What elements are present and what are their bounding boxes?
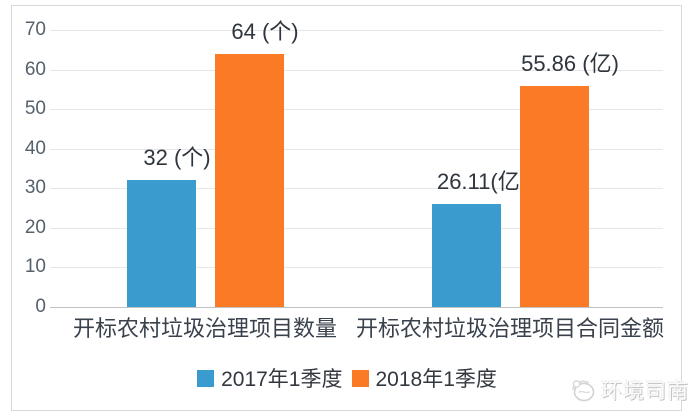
bar-series2-group2 — [519, 86, 589, 307]
gridline-10 — [50, 267, 663, 269]
gridline-60 — [50, 69, 663, 71]
watermark-text: 环境司南 — [601, 380, 689, 403]
y-tick-30: 30 — [24, 177, 46, 199]
y-tick-40: 40 — [24, 137, 46, 159]
y-tick-70: 70 — [24, 19, 46, 40]
bar-value-label: 32 (个) — [143, 145, 211, 171]
bar-series2-group1 — [214, 53, 284, 307]
legend-swatch — [351, 369, 369, 387]
y-tick-50: 50 — [24, 98, 46, 120]
x-axis-line — [50, 307, 663, 308]
watermark: 环境司南 — [569, 377, 689, 403]
bar-series1-group1 — [126, 180, 196, 307]
y-tick-60: 60 — [24, 58, 46, 80]
gridline-70 — [50, 30, 663, 31]
gridline-30 — [50, 188, 663, 190]
bar-value-label: 26.11(亿) — [436, 168, 528, 194]
y-tick-20: 20 — [24, 216, 46, 238]
compass-globe-icon — [569, 378, 596, 403]
bar-value-label: 64 (个) — [231, 18, 299, 44]
bar-series1-group2 — [431, 203, 501, 307]
legend-label: 2018年1季度 — [375, 368, 497, 391]
y-tick-0: 0 — [35, 296, 46, 317]
gridline-40 — [50, 148, 663, 150]
legend-item-2: 2018年1季度 — [351, 363, 497, 393]
gridline-50 — [50, 109, 663, 111]
y-tick-10: 10 — [24, 256, 46, 278]
legend-item-1: 2017年1季度 — [197, 363, 343, 393]
category-label-2: 开标农村垃圾治理项目合同金额 — [355, 316, 664, 341]
legend-label: 2017年1季度 — [221, 368, 343, 391]
legend: 2017年1季度 2018年1季度 — [0, 365, 694, 391]
category-label-1: 开标农村垃圾治理项目数量 — [72, 316, 337, 341]
bar-value-label: 55.86 (亿) — [521, 51, 619, 76]
legend-swatch — [197, 369, 215, 387]
gridline-20 — [50, 227, 663, 229]
